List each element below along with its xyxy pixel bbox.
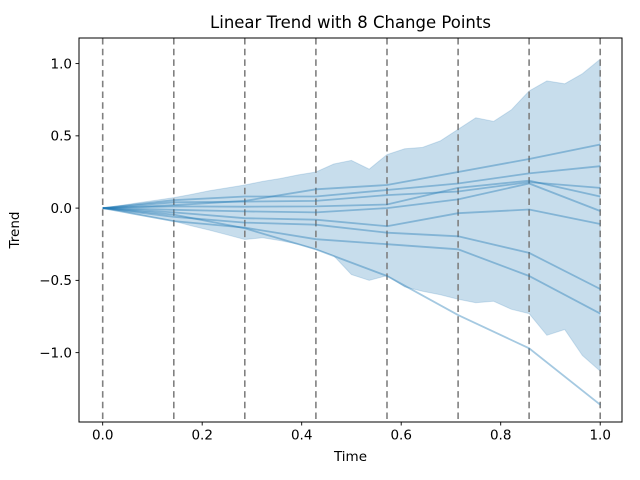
y-tick-label: −1.0 <box>39 345 72 361</box>
trend-sample-3 <box>102 181 601 209</box>
plot-area: 0.0 0.2 0.4 0.6 0.8 1.0 1.0 0.5 0.0 −0.5 −1.0 <box>39 37 623 444</box>
trend-sample-9 <box>102 207 601 406</box>
trend-sample-2 <box>102 165 601 209</box>
trend-sample-4 <box>102 179 601 209</box>
axes-spines <box>78 37 623 423</box>
trend-sample-5 <box>102 182 601 214</box>
y-tick-label: −0.5 <box>39 273 72 289</box>
trend-sample-6 <box>102 207 601 228</box>
x-tick-label: 0.2 <box>191 428 212 444</box>
y-tick-label: 1.0 <box>51 56 72 72</box>
y-tick-label: 0.5 <box>51 129 72 145</box>
y-axis-label: Trend <box>7 212 23 250</box>
x-tick-label: 0.8 <box>490 428 511 444</box>
trend-sample-8 <box>102 207 601 315</box>
chart-title: Linear Trend with 8 Change Points <box>210 13 491 32</box>
x-tick-label: 0.6 <box>390 428 411 444</box>
x-tick-label: 0.0 <box>92 428 113 444</box>
x-tick-label: 1.0 <box>589 428 610 444</box>
x-axis-label: Time <box>333 449 367 465</box>
y-tick-label: 0.0 <box>51 201 72 217</box>
trend-sample-7 <box>102 207 601 290</box>
trend-sample-1 <box>102 143 601 209</box>
x-tick-label: 0.4 <box>291 428 312 444</box>
